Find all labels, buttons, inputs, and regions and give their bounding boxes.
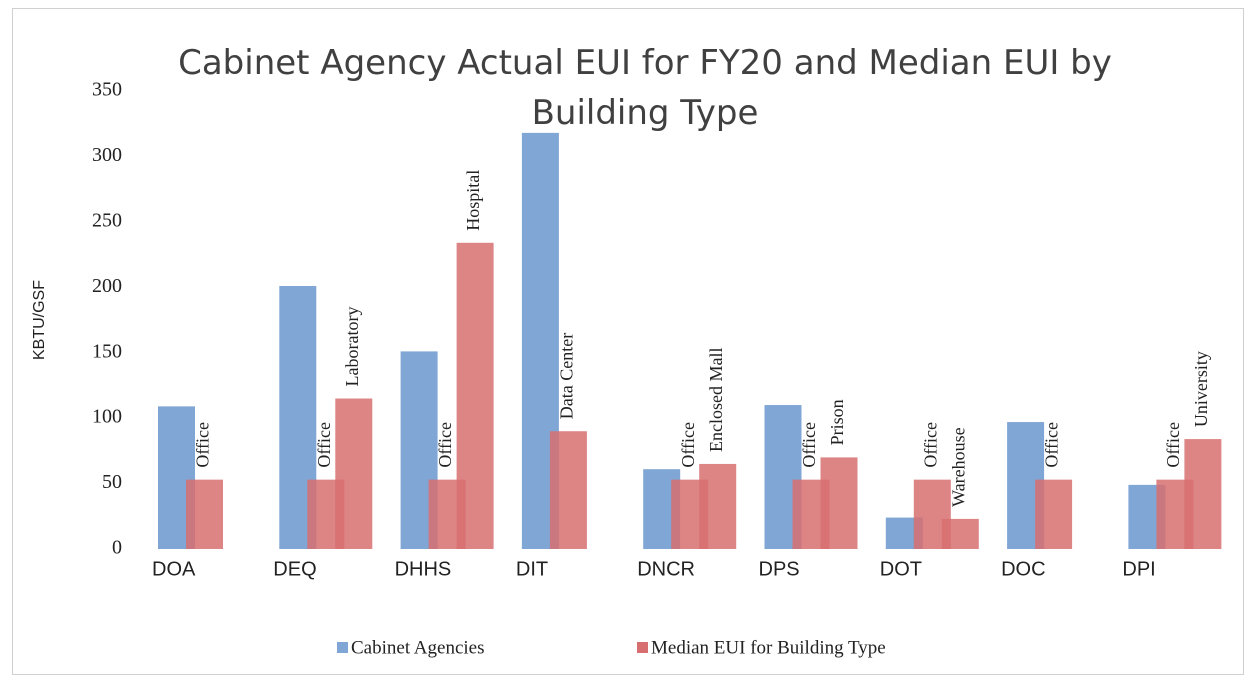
y-tick-label: 0 (112, 537, 122, 559)
bar-label: Office (435, 422, 455, 468)
x-tick-label: DNCR (637, 558, 695, 580)
bar (1184, 439, 1222, 549)
bar (820, 457, 858, 549)
y-tick-label: 350 (92, 79, 122, 101)
chart-frame (12, 8, 1244, 675)
y-axis-label: KBTU/GSF (31, 280, 48, 360)
y-tick-label: 50 (102, 471, 122, 493)
chart-title: Cabinet Agency Actual EUI for FY20 and M… (178, 43, 1112, 133)
x-tick-label: DPS (759, 558, 800, 580)
bar (699, 463, 737, 549)
bar-label: Office (1042, 422, 1062, 468)
bar-label: Office (799, 422, 819, 468)
x-tick-label: DOA (152, 558, 196, 580)
y-tick-label: 250 (92, 209, 122, 231)
legend-swatch (337, 642, 348, 653)
bar-label: Prison (827, 399, 847, 445)
x-tick-label: DPI (1122, 558, 1155, 580)
y-tick-label: 300 (92, 144, 122, 166)
bar (549, 431, 587, 549)
x-tick-label: DOC (1001, 558, 1045, 580)
y-tick-label: 150 (92, 340, 122, 362)
legend-label: Cabinet Agencies (351, 637, 485, 658)
legend-label: Median EUI for Building Type (651, 637, 886, 658)
bar (186, 479, 223, 549)
bar-label: University (1191, 351, 1211, 427)
bar-label: Enclosed Mall (706, 347, 726, 451)
x-tick-label: DEQ (273, 558, 316, 580)
x-tick-label: DHHS (395, 558, 452, 580)
bar (941, 518, 979, 549)
bar (456, 242, 494, 549)
y-tick-label: 200 (92, 275, 122, 297)
bar-label: Laboratory (342, 307, 362, 387)
bar-label: Office (678, 422, 698, 468)
y-tick-label: 100 (92, 406, 122, 428)
bar-label: Data Center (557, 333, 577, 419)
bar-label: Office (920, 422, 940, 468)
bar-label: Office (193, 422, 213, 468)
bar-label: Office (1163, 422, 1183, 468)
x-tick-label: DIT (516, 558, 548, 580)
bar (1035, 479, 1073, 549)
legend-swatch (637, 642, 648, 653)
bar-label: Hospital (463, 170, 483, 231)
bar (335, 398, 373, 549)
bar-label: Warehouse (948, 427, 968, 507)
x-tick-label: DOT (880, 558, 922, 580)
bar-label: Office (314, 422, 334, 468)
